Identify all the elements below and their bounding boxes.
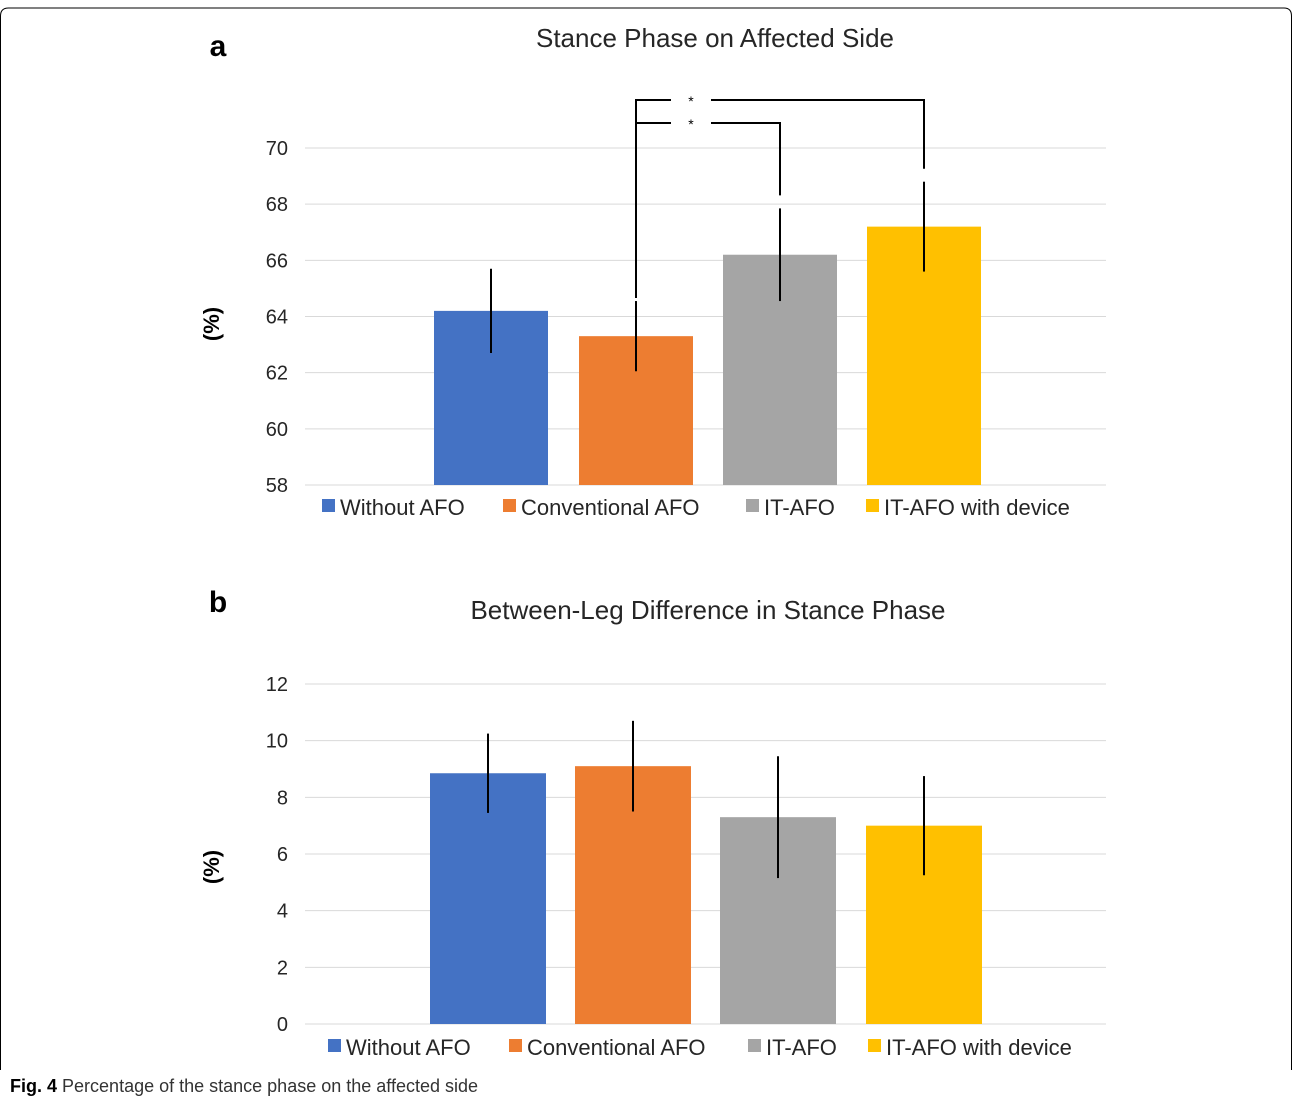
legend-label: Without AFO — [340, 495, 465, 520]
figure-border — [0, 7, 1292, 1070]
legend-swatch — [746, 499, 759, 512]
significance-bracket-left — [635, 122, 671, 299]
legend-swatch — [503, 499, 516, 512]
y-tick-label: 10 — [266, 731, 288, 753]
y-tick-label: 68 — [266, 194, 288, 216]
y-tick-label: 8 — [277, 787, 288, 809]
y-tick-label: 12 — [266, 674, 288, 696]
panel-b-letter: b — [209, 586, 227, 619]
panel-a-bars — [434, 226, 981, 485]
significance-bracket-left — [635, 99, 671, 299]
significance-bracket-right — [711, 122, 781, 196]
bar — [430, 773, 546, 1024]
legend-swatch — [866, 499, 879, 512]
panel-a-gridlines — [305, 147, 1106, 486]
panel-b-title: Between-Leg Difference in Stance Phase — [470, 595, 945, 625]
legend-label: IT-AFO — [766, 1035, 837, 1060]
y-tick-label: 4 — [277, 901, 288, 923]
figure-caption-label: Fig. 4 — [10, 1076, 58, 1096]
panel-b-gridlines — [305, 683, 1106, 1025]
panel-b-error-bars — [487, 720, 925, 879]
panel-a-y-ticks: 58 60 62 64 66 68 70 — [266, 138, 288, 497]
legend-label: Conventional AFO — [527, 1035, 706, 1060]
legend-swatch — [868, 1039, 881, 1052]
figure-caption-text: Percentage of the stance phase on the af… — [62, 1076, 478, 1096]
legend-swatch — [509, 1039, 522, 1052]
y-tick-label: 64 — [266, 307, 288, 329]
legend-label: IT-AFO — [764, 495, 835, 520]
panel-a-letter: a — [210, 30, 227, 63]
figure-caption: Fig. 4 Percentage of the stance phase on… — [10, 1076, 478, 1097]
panel-a-significance: ** — [635, 93, 925, 299]
panel-a-title: Stance Phase on Affected Side — [536, 23, 894, 53]
legend-label: IT-AFO with device — [886, 1035, 1072, 1060]
legend-label: Without AFO — [346, 1035, 471, 1060]
legend-swatch — [748, 1039, 761, 1052]
panel-b-legend: Without AFO Conventional AFO IT-AFO IT-AFO … — [328, 1035, 1072, 1060]
y-tick-label: 58 — [266, 475, 288, 497]
panel-a-error-bars — [490, 181, 925, 372]
legend-label: IT-AFO with device — [884, 495, 1070, 520]
y-tick-label: 0 — [277, 1014, 288, 1036]
panel-b-y-axis-label: (%) — [199, 850, 224, 884]
panel-a-legend: Without AFO Conventional AFO IT-AFO IT-AFO … — [322, 495, 1070, 520]
significance-bracket-right — [711, 99, 925, 169]
significance-star: * — [688, 116, 694, 132]
y-tick-label: 70 — [266, 138, 288, 160]
panel-b-bars — [430, 766, 982, 1024]
panel-a-y-axis-label: (%) — [199, 307, 224, 341]
legend-label: Conventional AFO — [521, 495, 700, 520]
y-tick-label: 66 — [266, 250, 288, 272]
y-tick-label: 2 — [277, 957, 288, 979]
chart-panel-a: a Stance Phase on Affected Side (%) 58 60… — [199, 23, 1106, 520]
significance-star: * — [688, 93, 694, 109]
legend-swatch — [328, 1039, 341, 1052]
chart-panel-b: b Between-Leg Difference in Stance Phase… — [199, 586, 1106, 1060]
panel-b-y-ticks: 0 2 4 6 8 10 12 — [266, 674, 288, 1036]
legend-swatch — [322, 499, 335, 512]
y-tick-label: 62 — [266, 363, 288, 385]
y-tick-label: 60 — [266, 419, 288, 441]
y-tick-label: 6 — [277, 844, 288, 866]
